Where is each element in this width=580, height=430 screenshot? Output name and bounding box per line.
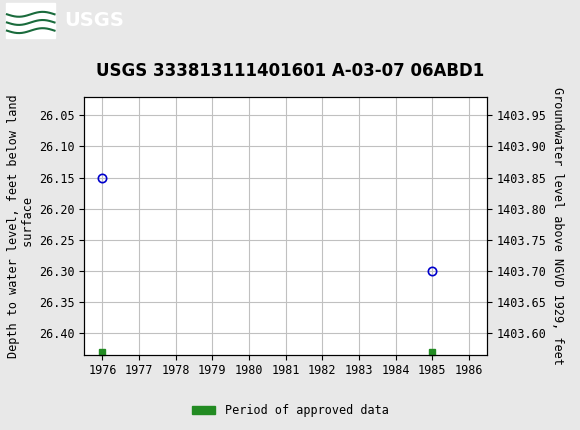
Legend: Period of approved data: Period of approved data xyxy=(187,399,393,422)
Text: USGS 333813111401601 A-03-07 06ABD1: USGS 333813111401601 A-03-07 06ABD1 xyxy=(96,61,484,80)
Text: USGS: USGS xyxy=(64,11,124,30)
Y-axis label: Depth to water level, feet below land
 surface: Depth to water level, feet below land su… xyxy=(6,94,35,358)
Y-axis label: Groundwater level above NGVD 1929, feet: Groundwater level above NGVD 1929, feet xyxy=(551,87,564,365)
Bar xyxy=(6,3,55,37)
